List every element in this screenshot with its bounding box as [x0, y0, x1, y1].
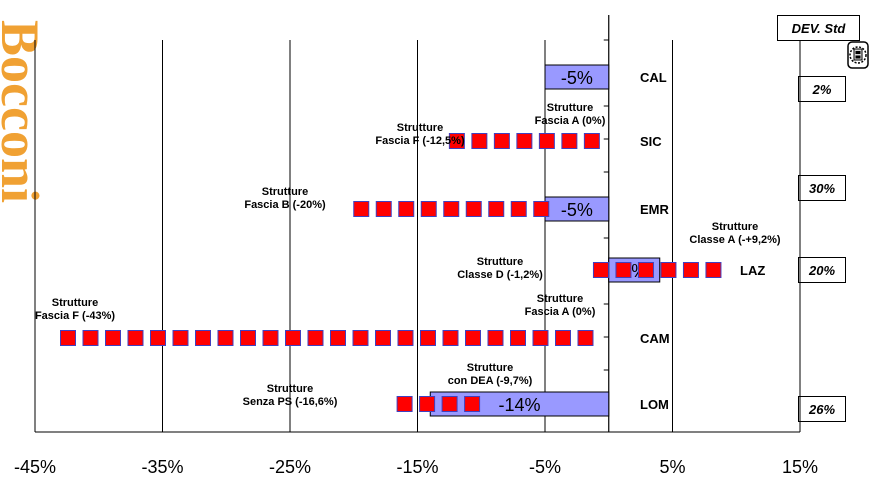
- annotation-CAM-right: Strutture: [537, 293, 583, 305]
- bar-label-CAL: -5%: [561, 68, 593, 88]
- range-marker-CAM: [577, 330, 594, 346]
- range-marker-CAM: [82, 330, 99, 346]
- annotation-SIC-left: Fascia F (-12,5%): [375, 135, 465, 147]
- annotation-CAM-left: Fascia F (-43%): [35, 310, 115, 322]
- range-marker-EMR: [488, 201, 505, 217]
- range-marker-CAM: [240, 330, 256, 346]
- range-marker-LAZ: [615, 262, 632, 278]
- annotation-LOM-left: Senza PS (-16,6%): [243, 396, 338, 408]
- bar-CAL: [544, 64, 610, 90]
- range-marker-EMR: [398, 201, 415, 217]
- range-marker-LOM: [396, 396, 413, 412]
- std-value-cal: 2%: [798, 76, 846, 102]
- annotation-LOM-right: con DEA (-9,7%): [448, 375, 533, 387]
- range-marker-CAM: [442, 330, 459, 346]
- range-marker-SIC: [516, 133, 533, 149]
- annotation-SIC-right: Strutture: [547, 102, 593, 114]
- region-label-EMR: EMR: [640, 202, 670, 217]
- speaker-icon: [847, 41, 869, 69]
- region-label-CAM: CAM: [640, 331, 670, 346]
- range-marker-SIC: [583, 133, 600, 149]
- annotation-CAM-left: Strutture: [52, 297, 98, 309]
- annotation-EMR-left: Fascia B (-20%): [244, 199, 326, 211]
- range-marker-CAM: [127, 330, 144, 346]
- annotation-LAZ-left: Classe D (-1,2%): [457, 269, 543, 281]
- dev-std-header: DEV. Std: [777, 15, 860, 41]
- range-marker-CAM: [60, 330, 76, 346]
- annotation-SIC-left: Strutture: [397, 122, 443, 134]
- std-value-laz: 20%: [798, 257, 846, 283]
- range-marker-CAM: [532, 330, 549, 346]
- annotation-LOM-left: Strutture: [267, 383, 313, 395]
- range-marker-CAM: [262, 330, 279, 346]
- region-label-CAL: CAL: [640, 70, 667, 85]
- range-marker-LAZ: [637, 262, 654, 278]
- range-marker-EMR: [510, 201, 527, 217]
- range-marker-CAM: [465, 330, 481, 346]
- x-tick-label: -5%: [529, 457, 561, 477]
- bar-LOM: [429, 391, 610, 417]
- region-label-SIC: SIC: [640, 134, 662, 149]
- range-marker-EMR: [420, 201, 437, 217]
- x-tick-label: -45%: [14, 457, 56, 477]
- range-marker-LAZ: [682, 262, 699, 278]
- annotation-LAZ-right: Strutture: [712, 221, 758, 233]
- range-marker-CAM: [510, 330, 526, 346]
- range-marker-CAM: [307, 330, 324, 346]
- annotation-CAM-right: Fascia A (0%): [525, 306, 596, 318]
- range-marker-CAM: [150, 330, 166, 346]
- range-marker-CAM: [375, 330, 391, 346]
- range-marker-SIC: [471, 133, 488, 149]
- range-marker-CAM: [195, 330, 211, 346]
- range-marker-LAZ: [592, 262, 609, 278]
- range-marker-CAM: [330, 330, 346, 346]
- annotation-LOM-right: Strutture: [467, 362, 513, 374]
- std-value-lom: 26%: [798, 396, 846, 422]
- x-tick-label: -15%: [396, 457, 438, 477]
- range-marker-LAZ: [705, 262, 722, 278]
- range-marker-CAM: [105, 330, 121, 346]
- x-tick-label: 5%: [659, 457, 685, 477]
- x-tick-label: -25%: [269, 457, 311, 477]
- range-marker-SIC: [538, 133, 555, 149]
- range-marker-CAM: [555, 330, 571, 346]
- range-marker-EMR: [533, 201, 550, 217]
- range-marker-CAM: [487, 330, 504, 346]
- range-marker-CAM: [172, 330, 189, 346]
- region-label-LOM: LOM: [640, 397, 669, 412]
- range-marker-LOM: [464, 396, 481, 412]
- range-marker-SIC: [448, 133, 465, 149]
- range-marker-EMR: [353, 201, 370, 217]
- std-value-emr: 30%: [798, 175, 846, 201]
- range-marker-EMR: [465, 201, 482, 217]
- range-marker-CAM: [397, 330, 414, 346]
- range-marker-CAM: [352, 330, 369, 346]
- dev-std-title: DEV. Std: [791, 20, 846, 36]
- annotation-SIC-right: Fascia A (0%): [535, 115, 606, 127]
- bar-label-LOM: -14%: [498, 395, 540, 415]
- range-marker-LOM: [441, 396, 458, 412]
- bar-label-EMR: -5%: [561, 200, 593, 220]
- range-marker-SIC: [561, 133, 578, 149]
- region-label-LAZ: LAZ: [740, 263, 765, 278]
- range-marker-CAM: [420, 330, 436, 346]
- x-tick-label: -35%: [141, 457, 183, 477]
- annotation-LAZ-right: Classe A (-+9,2%): [689, 234, 781, 246]
- range-marker-CAM: [217, 330, 234, 346]
- range-marker-EMR: [443, 201, 460, 217]
- range-marker-SIC: [493, 133, 510, 149]
- range-marker-CAM: [285, 330, 301, 346]
- range-marker-LAZ: [660, 262, 677, 278]
- range-marker-LOM: [419, 396, 436, 412]
- range-marker-EMR: [375, 201, 392, 217]
- x-tick-label: 15%: [782, 457, 818, 477]
- annotation-EMR-left: Strutture: [262, 186, 308, 198]
- annotation-LAZ-left: Strutture: [477, 256, 523, 268]
